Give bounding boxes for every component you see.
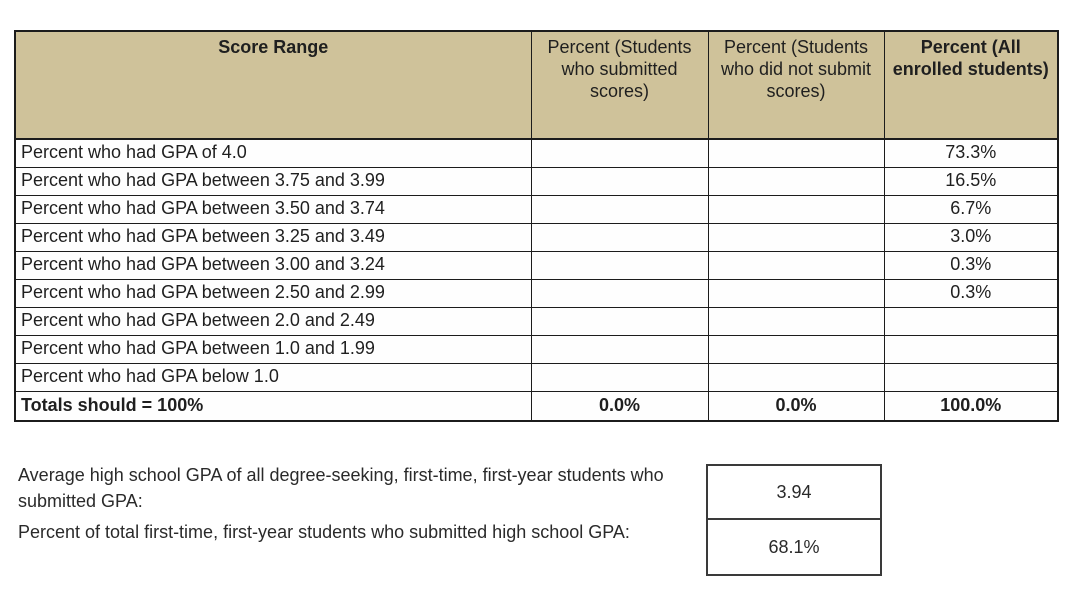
cell-not-submitted — [707, 166, 885, 196]
table-row: Percent who had GPA between 3.75 and 3.9… — [14, 166, 1059, 196]
cell-all-enrolled: 6.7% — [883, 194, 1059, 224]
cell-not-submitted — [707, 138, 885, 168]
row-label: Percent who had GPA between 3.75 and 3.9… — [14, 166, 532, 196]
cell-all-enrolled — [883, 306, 1059, 336]
table-row: Percent who had GPA of 4.0 73.3% — [14, 138, 1059, 168]
row-label: Percent who had GPA of 4.0 — [14, 138, 532, 168]
table-row: Percent who had GPA between 3.50 and 3.7… — [14, 194, 1059, 224]
table-row: Percent who had GPA between 2.0 and 2.49 — [14, 306, 1059, 336]
cell-submitted — [530, 138, 709, 168]
totals-not-submitted: 0.0% — [707, 390, 885, 422]
cell-all-enrolled — [883, 334, 1059, 364]
header-row: Score Range Percent (Students who submit… — [14, 30, 1059, 140]
totals-row: Totals should = 100% 0.0% 0.0% 100.0% — [14, 390, 1059, 422]
cell-submitted — [530, 166, 709, 196]
row-label: Percent who had GPA between 3.50 and 3.7… — [14, 194, 532, 224]
totals-label: Totals should = 100% — [14, 390, 532, 422]
cell-not-submitted — [707, 362, 885, 392]
row-label: Percent who had GPA between 1.0 and 1.99 — [14, 334, 532, 364]
percent-submitted-value: 68.1% — [768, 536, 820, 557]
gpa-summary-labels: Average high school GPA of all degree-se… — [18, 462, 680, 576]
cell-submitted — [530, 222, 709, 252]
row-label: Percent who had GPA between 2.50 and 2.9… — [14, 278, 532, 308]
row-label: Percent who had GPA between 3.00 and 3.2… — [14, 250, 532, 280]
percent-submitted-label: Percent of total first-time, first-year … — [18, 522, 630, 542]
cell-submitted — [530, 362, 709, 392]
totals-submitted: 0.0% — [530, 390, 709, 422]
row-label: Percent who had GPA between 2.0 and 2.49 — [14, 306, 532, 336]
cell-not-submitted — [707, 250, 885, 280]
cell-all-enrolled: 73.3% — [883, 138, 1059, 168]
table-row: Percent who had GPA between 1.0 and 1.99 — [14, 334, 1059, 364]
gpa-summary-section: Average high school GPA of all degree-se… — [18, 462, 1058, 582]
header-percent-submitted: Percent (Students who submitted scores) — [530, 30, 709, 140]
totals-all-enrolled: 100.0% — [883, 390, 1059, 422]
cell-not-submitted — [707, 222, 885, 252]
table-row: Percent who had GPA between 3.00 and 3.2… — [14, 250, 1059, 280]
cell-not-submitted — [707, 278, 885, 308]
header-percent-all-enrolled: Percent (All enrolled students) — [883, 30, 1059, 140]
gpa-distribution-table-wrap: Score Range Percent (Students who submit… — [14, 30, 1059, 422]
table-row: Percent who had GPA below 1.0 — [14, 362, 1059, 392]
avg-gpa-value: 3.94 — [708, 466, 880, 520]
table-row: Percent who had GPA between 3.25 and 3.4… — [14, 222, 1059, 252]
cell-not-submitted — [707, 194, 885, 224]
cell-all-enrolled: 16.5% — [883, 166, 1059, 196]
cell-not-submitted — [707, 334, 885, 364]
cell-all-enrolled: 0.3% — [883, 278, 1059, 308]
cell-submitted — [530, 278, 709, 308]
header-percent-not-submitted: Percent (Students who did not submit sco… — [707, 30, 885, 140]
cell-all-enrolled: 0.3% — [883, 250, 1059, 280]
cell-not-submitted — [707, 306, 885, 336]
table-row: Percent who had GPA between 2.50 and 2.9… — [14, 278, 1059, 308]
cell-submitted — [530, 334, 709, 364]
cell-submitted — [530, 306, 709, 336]
row-label: Percent who had GPA below 1.0 — [14, 362, 532, 392]
cell-all-enrolled — [883, 362, 1059, 392]
avg-gpa-label: Average high school GPA of all degree-se… — [18, 465, 664, 512]
header-score-range: Score Range — [14, 30, 532, 140]
gpa-summary-value-box: 3.94 68.1% — [706, 464, 882, 576]
gpa-distribution-table: Score Range Percent (Students who submit… — [14, 30, 1059, 422]
row-label: Percent who had GPA between 3.25 and 3.4… — [14, 222, 532, 252]
cell-submitted — [530, 250, 709, 280]
cell-all-enrolled: 3.0% — [883, 222, 1059, 252]
cell-submitted — [530, 194, 709, 224]
